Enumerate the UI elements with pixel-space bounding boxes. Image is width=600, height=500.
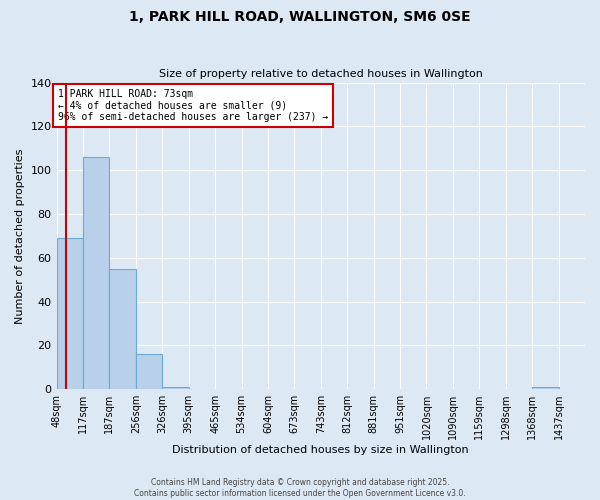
Title: Size of property relative to detached houses in Wallington: Size of property relative to detached ho… xyxy=(159,69,483,79)
Bar xyxy=(532,387,559,389)
Text: Contains HM Land Registry data © Crown copyright and database right 2025.
Contai: Contains HM Land Registry data © Crown c… xyxy=(134,478,466,498)
Text: 1 PARK HILL ROAD: 73sqm
← 4% of detached houses are smaller (9)
96% of semi-deta: 1 PARK HILL ROAD: 73sqm ← 4% of detached… xyxy=(58,89,328,122)
Bar xyxy=(56,238,83,389)
X-axis label: Distribution of detached houses by size in Wallington: Distribution of detached houses by size … xyxy=(172,445,469,455)
Y-axis label: Number of detached properties: Number of detached properties xyxy=(15,148,25,324)
Bar xyxy=(162,387,188,389)
Bar xyxy=(136,354,162,389)
Bar xyxy=(109,268,136,389)
Bar xyxy=(83,157,109,389)
Text: 1, PARK HILL ROAD, WALLINGTON, SM6 0SE: 1, PARK HILL ROAD, WALLINGTON, SM6 0SE xyxy=(129,10,471,24)
